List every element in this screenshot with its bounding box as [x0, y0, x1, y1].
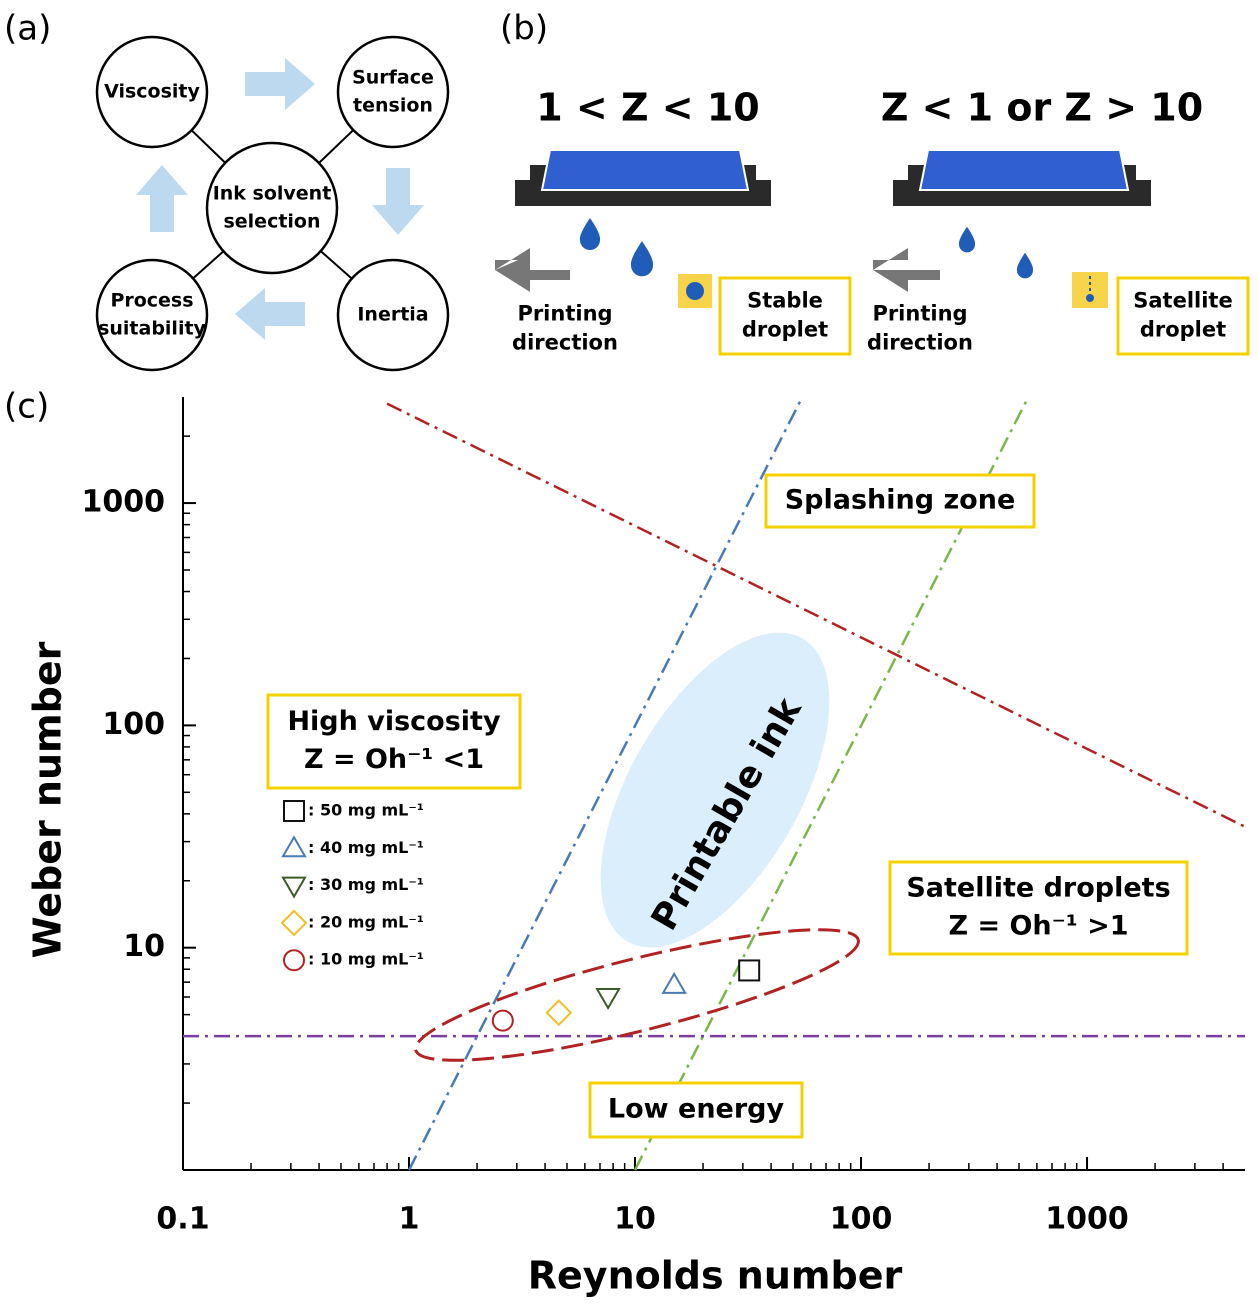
legend-marker — [281, 835, 307, 858]
reference-line — [386, 402, 1246, 828]
annotation-box — [266, 693, 522, 790]
box-label: droplet — [1140, 318, 1226, 342]
plot: 0.1 1 10 100 1000 10 100 1000 Reynolds number Web… — [26, 396, 1246, 1298]
panel-label: (a) — [4, 9, 51, 49]
node-label: tension — [353, 95, 433, 117]
node-label: Ink solvent — [213, 183, 332, 205]
node — [95, 35, 209, 149]
legend-marker — [280, 909, 308, 937]
node-label: suitability — [98, 318, 206, 340]
node — [336, 258, 450, 372]
legend-marker — [281, 876, 307, 899]
x-tick-label: 0.1 — [156, 1202, 209, 1237]
x-tick-label: 10 — [614, 1202, 656, 1237]
marker — [661, 971, 687, 994]
node-label: Surface — [352, 67, 434, 89]
print-head — [495, 149, 852, 356]
box — [1116, 276, 1250, 356]
y-tick-label: 100 — [102, 707, 165, 742]
box-label: droplet — [742, 318, 828, 342]
condition-title: Z < 1 or Z > 10 — [881, 86, 1203, 130]
arrow — [372, 168, 424, 235]
drop-icon — [686, 282, 704, 300]
droplet — [958, 226, 976, 253]
direction-arrow — [495, 248, 570, 292]
x-tick-label: 100 — [830, 1202, 893, 1237]
legend-label: : 50 mg mL⁻¹ — [308, 801, 424, 820]
legend-label: : 20 mg mL⁻¹ — [308, 912, 424, 931]
y-axis-title: Weber number — [26, 641, 70, 958]
node-label: selection — [223, 211, 320, 233]
printable-region — [600, 632, 830, 948]
annotation-box — [764, 473, 1036, 529]
box-label: Stable — [747, 289, 823, 313]
annotation: Z = Oh⁻¹ >1 — [948, 911, 1128, 942]
droplet — [1016, 252, 1034, 279]
node — [336, 35, 450, 149]
annotation-box — [888, 860, 1189, 956]
highlight-ellipse — [414, 928, 860, 1062]
drop-icon — [1086, 294, 1094, 302]
panel-label: (c) — [4, 387, 49, 427]
droplet — [630, 241, 654, 277]
marker — [491, 1009, 514, 1032]
node — [205, 141, 339, 275]
box-label: Satellite — [1133, 289, 1232, 313]
direction-label: Printing — [517, 302, 612, 326]
head-body — [918, 149, 1130, 191]
node — [95, 258, 209, 372]
direction-label: Printing — [872, 302, 967, 326]
node-label: Inertia — [357, 304, 428, 326]
annotation: Splashing zone — [785, 485, 1016, 516]
y-tick-label: 10 — [123, 929, 165, 964]
annotation: Low energy — [608, 1094, 785, 1125]
legend-marker — [283, 800, 305, 822]
legend-label: : 30 mg mL⁻¹ — [308, 875, 424, 894]
legend-label: : 40 mg mL⁻¹ — [308, 838, 424, 857]
reference-line — [407, 396, 804, 1171]
annotation-box — [588, 1081, 804, 1139]
legend-marker — [283, 949, 305, 972]
node-label: Viscosity — [104, 81, 200, 103]
direction-label: direction — [867, 331, 973, 355]
droplet — [579, 218, 601, 250]
print-head — [873, 149, 1250, 356]
arrow — [235, 288, 305, 340]
marker — [738, 959, 761, 982]
cycle-arrows — [136, 58, 424, 340]
node-label: Process — [110, 290, 193, 312]
direction-label: direction — [512, 331, 618, 355]
x-tick-label: 1 — [399, 1202, 420, 1237]
y-tick-label: 1000 — [82, 485, 166, 520]
x-tick-label: 1000 — [1045, 1202, 1129, 1237]
marker — [595, 988, 621, 1011]
x-axis-title: Reynolds number — [528, 1254, 903, 1298]
annotation: High viscosity — [287, 706, 501, 737]
panel-label: (b) — [500, 9, 548, 49]
legend-label: : 10 mg mL⁻¹ — [308, 950, 424, 969]
box — [718, 276, 852, 356]
direction-arrow — [873, 248, 940, 292]
arrow — [136, 165, 188, 232]
annotation: Satellite droplets — [906, 873, 1170, 904]
annotation: Z = Oh⁻¹ <1 — [304, 744, 484, 775]
arrow — [245, 58, 315, 110]
condition-title: 1 < Z < 10 — [536, 86, 759, 130]
marker — [545, 999, 573, 1027]
head-body — [540, 149, 750, 191]
